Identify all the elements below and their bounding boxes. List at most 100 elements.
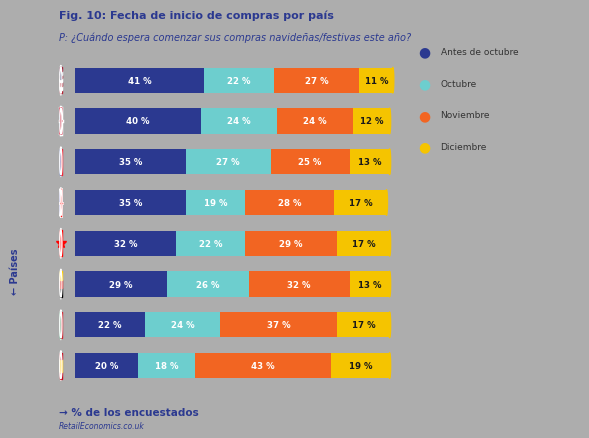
Text: 20 %: 20 % xyxy=(95,361,118,370)
Circle shape xyxy=(60,190,62,216)
Bar xyxy=(60,280,62,289)
Bar xyxy=(271,150,350,175)
Text: 24 %: 24 % xyxy=(303,117,327,126)
Text: 28 %: 28 % xyxy=(278,198,302,208)
Text: 32 %: 32 % xyxy=(114,239,137,248)
Text: 12 %: 12 % xyxy=(360,117,383,126)
Circle shape xyxy=(59,148,62,177)
Text: 43 %: 43 % xyxy=(251,361,274,370)
Text: 29 %: 29 % xyxy=(109,280,133,289)
Text: 17 %: 17 % xyxy=(352,239,376,248)
Bar xyxy=(60,87,62,90)
Bar xyxy=(60,272,62,280)
Text: Antes de octubre: Antes de octubre xyxy=(441,48,518,57)
Text: ●: ● xyxy=(418,77,431,91)
Bar xyxy=(60,289,62,297)
Circle shape xyxy=(386,191,388,215)
Bar xyxy=(60,72,62,75)
Bar xyxy=(220,312,337,338)
Circle shape xyxy=(59,229,62,258)
Bar xyxy=(60,68,61,80)
Text: Fig. 10: Fecha de inicio de compras por país: Fig. 10: Fecha de inicio de compras por … xyxy=(59,11,334,21)
Text: 22 %: 22 % xyxy=(199,239,223,248)
Bar xyxy=(359,68,393,94)
Circle shape xyxy=(389,272,391,297)
Text: 35 %: 35 % xyxy=(118,198,142,208)
Text: 13 %: 13 % xyxy=(358,280,382,289)
Text: 35 %: 35 % xyxy=(118,158,142,167)
Circle shape xyxy=(389,109,391,134)
Circle shape xyxy=(389,231,391,256)
Circle shape xyxy=(60,109,62,135)
Circle shape xyxy=(392,68,394,94)
Bar xyxy=(60,83,62,87)
Bar xyxy=(61,149,62,175)
Bar xyxy=(167,272,249,297)
Bar xyxy=(350,272,390,297)
Bar xyxy=(330,353,390,378)
Bar xyxy=(176,231,246,256)
Text: 24 %: 24 % xyxy=(227,117,251,126)
Text: 27 %: 27 % xyxy=(305,77,328,85)
Circle shape xyxy=(389,312,391,338)
Text: 11 %: 11 % xyxy=(365,77,388,85)
Text: 25 %: 25 % xyxy=(299,158,322,167)
Circle shape xyxy=(59,351,62,380)
Text: 37 %: 37 % xyxy=(267,321,290,329)
Bar xyxy=(60,79,62,83)
Bar xyxy=(277,109,353,134)
Text: 41 %: 41 % xyxy=(128,77,151,85)
Bar xyxy=(204,68,274,94)
Text: ●: ● xyxy=(418,46,431,60)
Bar xyxy=(144,312,220,338)
Circle shape xyxy=(59,311,62,340)
Bar xyxy=(75,312,144,338)
Bar xyxy=(60,372,62,379)
Bar xyxy=(60,353,62,359)
Text: ← Países: ← Países xyxy=(10,248,19,295)
Bar xyxy=(201,109,277,134)
Circle shape xyxy=(59,270,62,299)
Bar xyxy=(75,109,201,134)
Text: 19 %: 19 % xyxy=(204,198,227,208)
Text: 24 %: 24 % xyxy=(171,321,194,329)
Text: 40 %: 40 % xyxy=(127,117,150,126)
Bar xyxy=(60,231,61,257)
Circle shape xyxy=(59,188,62,218)
Circle shape xyxy=(389,150,391,175)
Circle shape xyxy=(389,353,391,378)
Bar xyxy=(60,359,62,372)
Bar xyxy=(75,191,186,215)
Bar xyxy=(195,353,330,378)
Bar xyxy=(61,312,62,338)
Bar xyxy=(186,191,246,215)
Text: P: ¿Cuándo espera comenzar sus compras navideñas/festivas este año?: P: ¿Cuándo espera comenzar sus compras n… xyxy=(59,33,411,43)
Bar xyxy=(60,75,62,79)
Text: 22 %: 22 % xyxy=(98,321,121,329)
Bar xyxy=(337,312,390,338)
Text: → % de los encuestados: → % de los encuestados xyxy=(59,407,198,417)
Bar xyxy=(138,353,195,378)
Bar xyxy=(75,353,138,378)
Circle shape xyxy=(59,107,62,136)
Bar xyxy=(350,150,390,175)
Text: 19 %: 19 % xyxy=(349,361,372,370)
Text: 13 %: 13 % xyxy=(358,158,382,167)
Bar xyxy=(75,231,176,256)
Text: 32 %: 32 % xyxy=(287,280,311,289)
Text: 22 %: 22 % xyxy=(227,77,251,85)
Bar xyxy=(75,272,167,297)
Bar xyxy=(60,312,61,338)
Text: 29 %: 29 % xyxy=(280,239,303,248)
Bar xyxy=(60,68,62,72)
Text: RetailEconomics.co.uk: RetailEconomics.co.uk xyxy=(59,421,145,430)
Bar xyxy=(334,191,386,215)
Bar xyxy=(75,150,186,175)
Text: 26 %: 26 % xyxy=(196,280,219,289)
Bar xyxy=(60,90,62,94)
Bar xyxy=(61,231,62,257)
Text: 17 %: 17 % xyxy=(349,198,372,208)
Circle shape xyxy=(60,231,62,257)
Bar xyxy=(75,68,204,94)
Bar xyxy=(186,150,271,175)
